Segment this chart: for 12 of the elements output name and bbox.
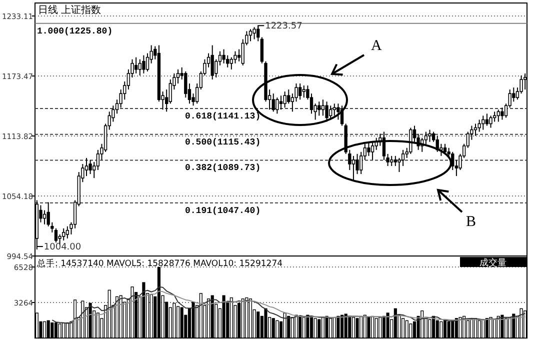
annotation: B	[466, 214, 476, 230]
annotation: 成交量	[480, 258, 506, 268]
chart-title: 日线 上证指数	[38, 4, 102, 16]
ref-line-label: 0.618(1141.13)	[185, 112, 261, 122]
ref-line-label: 1.000(1225.80)	[37, 26, 113, 36]
annotation: 1004.00	[44, 242, 82, 252]
ref-line-label: 0.500(1115.43)	[185, 137, 261, 148]
ref-line-label: 0.382(1089.73)	[185, 163, 261, 174]
annotation: 总手: 14537140 MAVOL5: 15828776 MAVOL10: 15291274	[36, 258, 283, 269]
ref-line-label: 0.191(1047.40)	[185, 206, 261, 216]
annotation: A	[371, 38, 382, 54]
annotation: 1223.57	[265, 22, 302, 32]
